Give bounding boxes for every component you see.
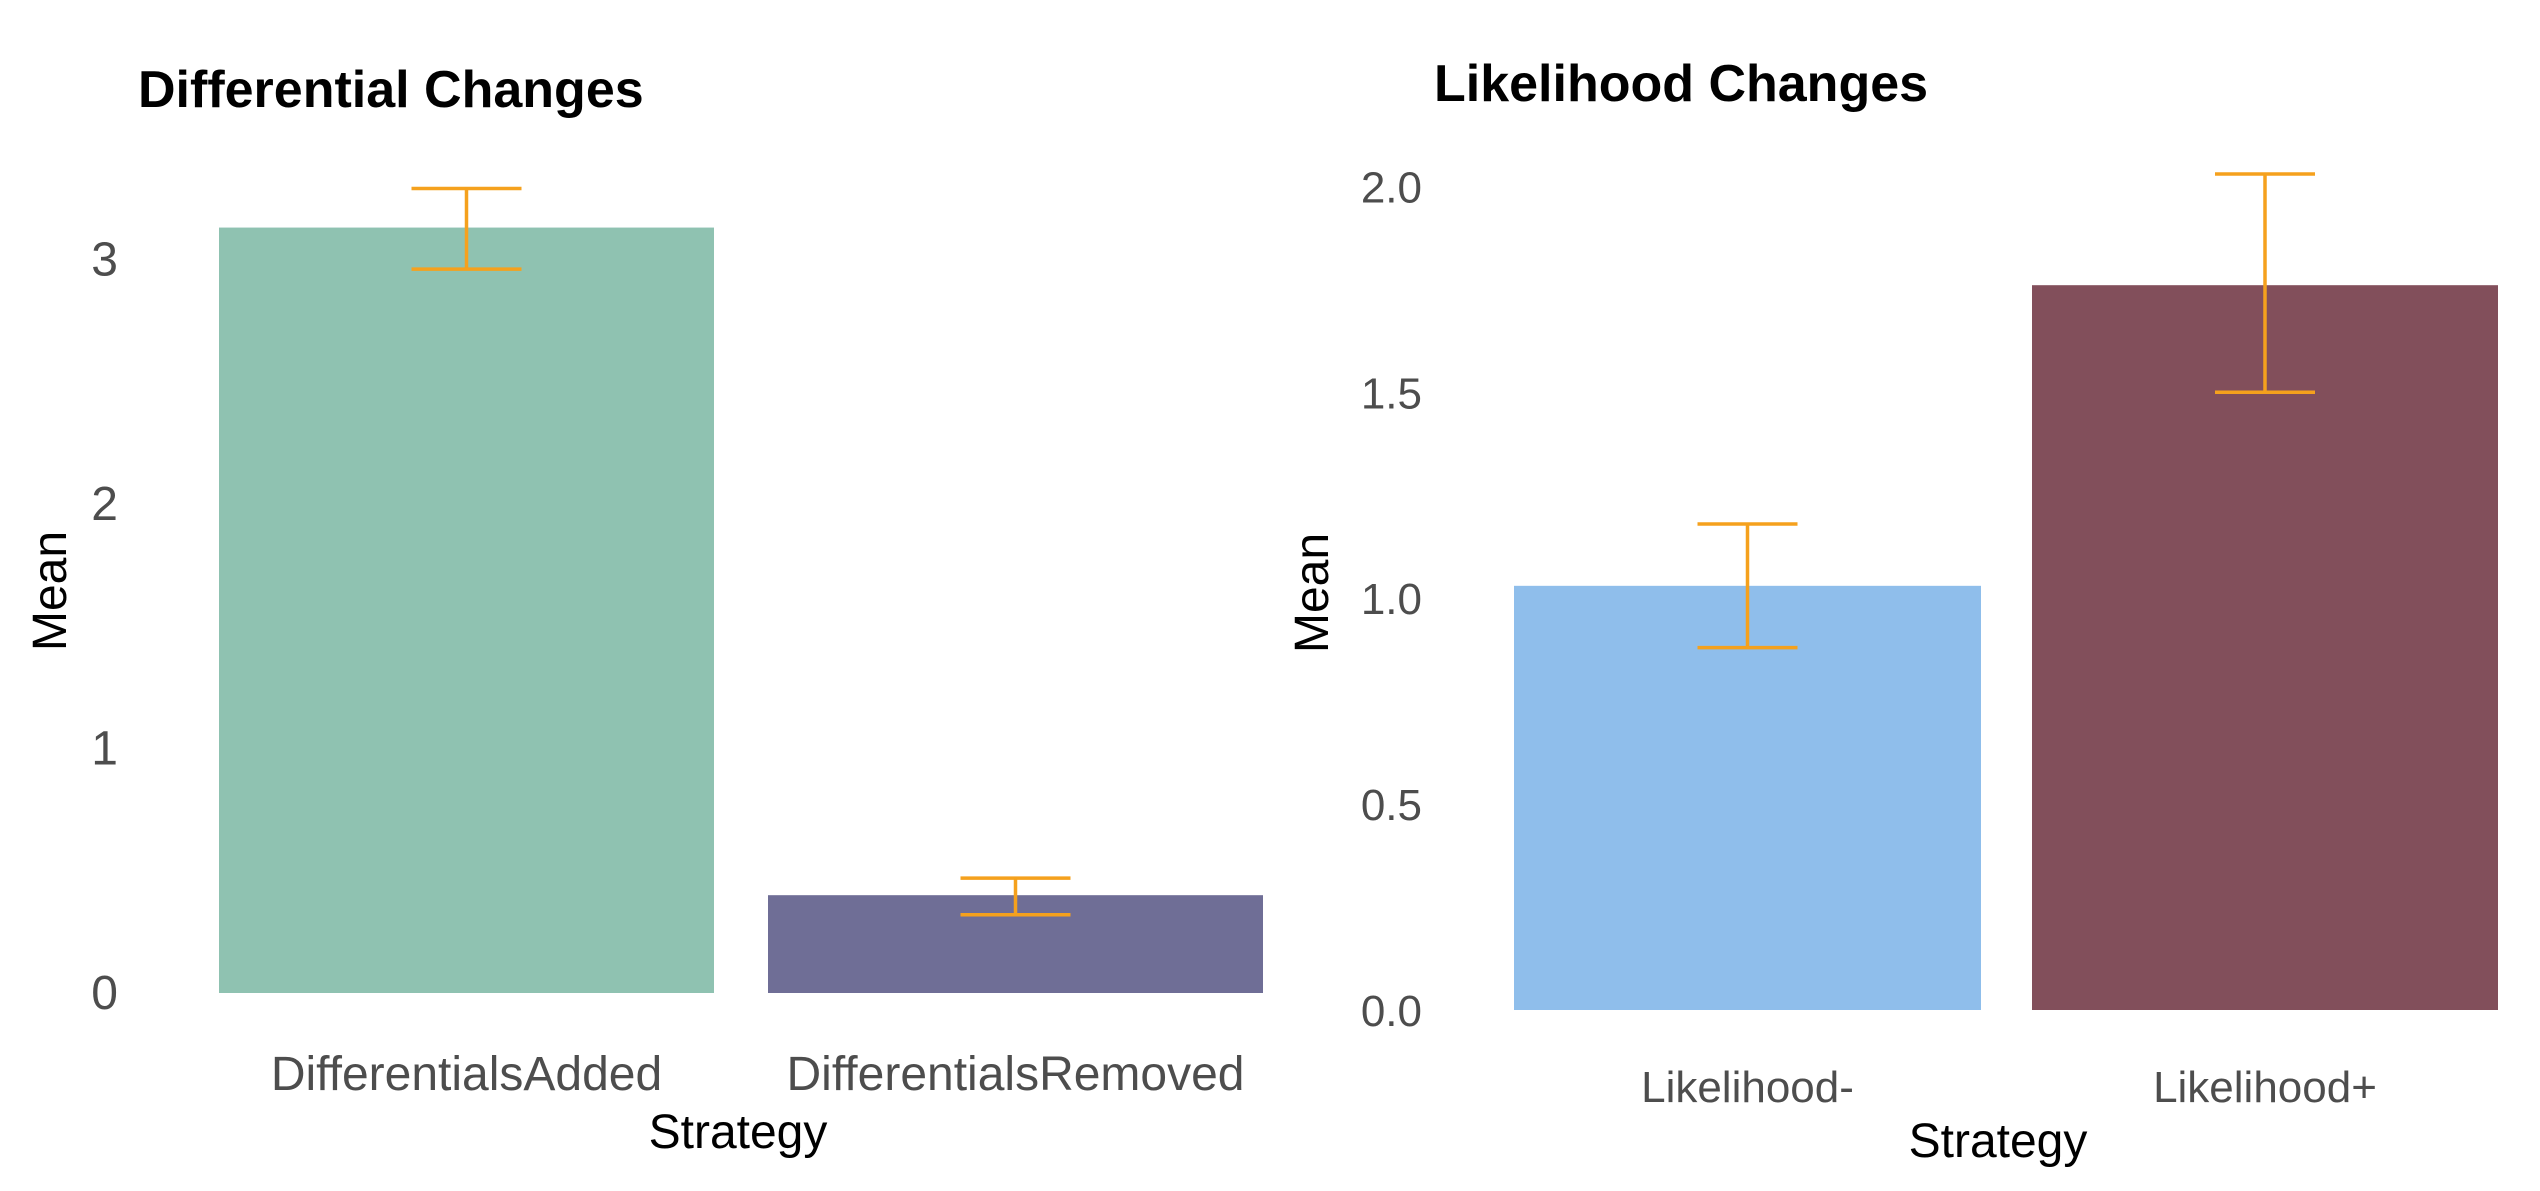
bar xyxy=(219,227,714,993)
bar xyxy=(2032,285,2498,1010)
error-bars xyxy=(411,186,1071,917)
y-tick-label: 2.0 xyxy=(1361,163,1422,212)
error-bar xyxy=(1697,522,1798,650)
y-tick-label: 3 xyxy=(91,233,118,286)
y-tick-label: 0.5 xyxy=(1361,781,1422,830)
bars xyxy=(219,227,1263,993)
x-axis-label: Strategy xyxy=(649,1106,828,1159)
error-bar xyxy=(2215,172,2315,395)
chart-title: Differential Changes xyxy=(138,61,644,119)
x-ticks: DifferentialsAdded DifferentialsRemoved xyxy=(271,1048,1245,1101)
x-tick-label: DifferentialsRemoved xyxy=(787,1048,1245,1101)
y-tick-label: 1.5 xyxy=(1361,369,1422,418)
chart-likelihood-changes: Likelihood Changes Mean Strategy 0.0 0.5 1… xyxy=(1286,55,2498,1168)
error-bar xyxy=(960,876,1071,917)
y-axis-label: Mean xyxy=(24,531,77,651)
y-tick-label: 0.0 xyxy=(1361,987,1422,1036)
x-ticks: Likelihood- Likelihood+ xyxy=(1641,1063,2377,1112)
y-tick-label: 2 xyxy=(91,478,118,531)
chart-title: Likelihood Changes xyxy=(1434,55,1928,113)
bar xyxy=(1514,585,1981,1010)
y-tick-label: 1.0 xyxy=(1361,575,1422,624)
error-bars xyxy=(1697,172,2315,650)
y-tick-label: 1 xyxy=(91,722,118,775)
y-ticks: 0.0 0.5 1.0 1.5 2.0 xyxy=(1361,163,1422,1036)
x-tick-label: Likelihood- xyxy=(1641,1063,1854,1112)
y-axis-label: Mean xyxy=(1286,533,1339,653)
x-tick-label: Likelihood+ xyxy=(2153,1063,2377,1112)
x-tick-label: DifferentialsAdded xyxy=(271,1048,662,1101)
x-axis-label: Strategy xyxy=(1909,1115,2088,1168)
y-tick-label: 0 xyxy=(91,967,118,1020)
chart-differential-changes: Differential Changes Mean Strategy 0123 … xyxy=(24,61,1263,1159)
bars xyxy=(1514,285,2498,1010)
y-ticks: 0 1 2 3 xyxy=(91,233,118,1020)
error-bar xyxy=(411,186,522,271)
